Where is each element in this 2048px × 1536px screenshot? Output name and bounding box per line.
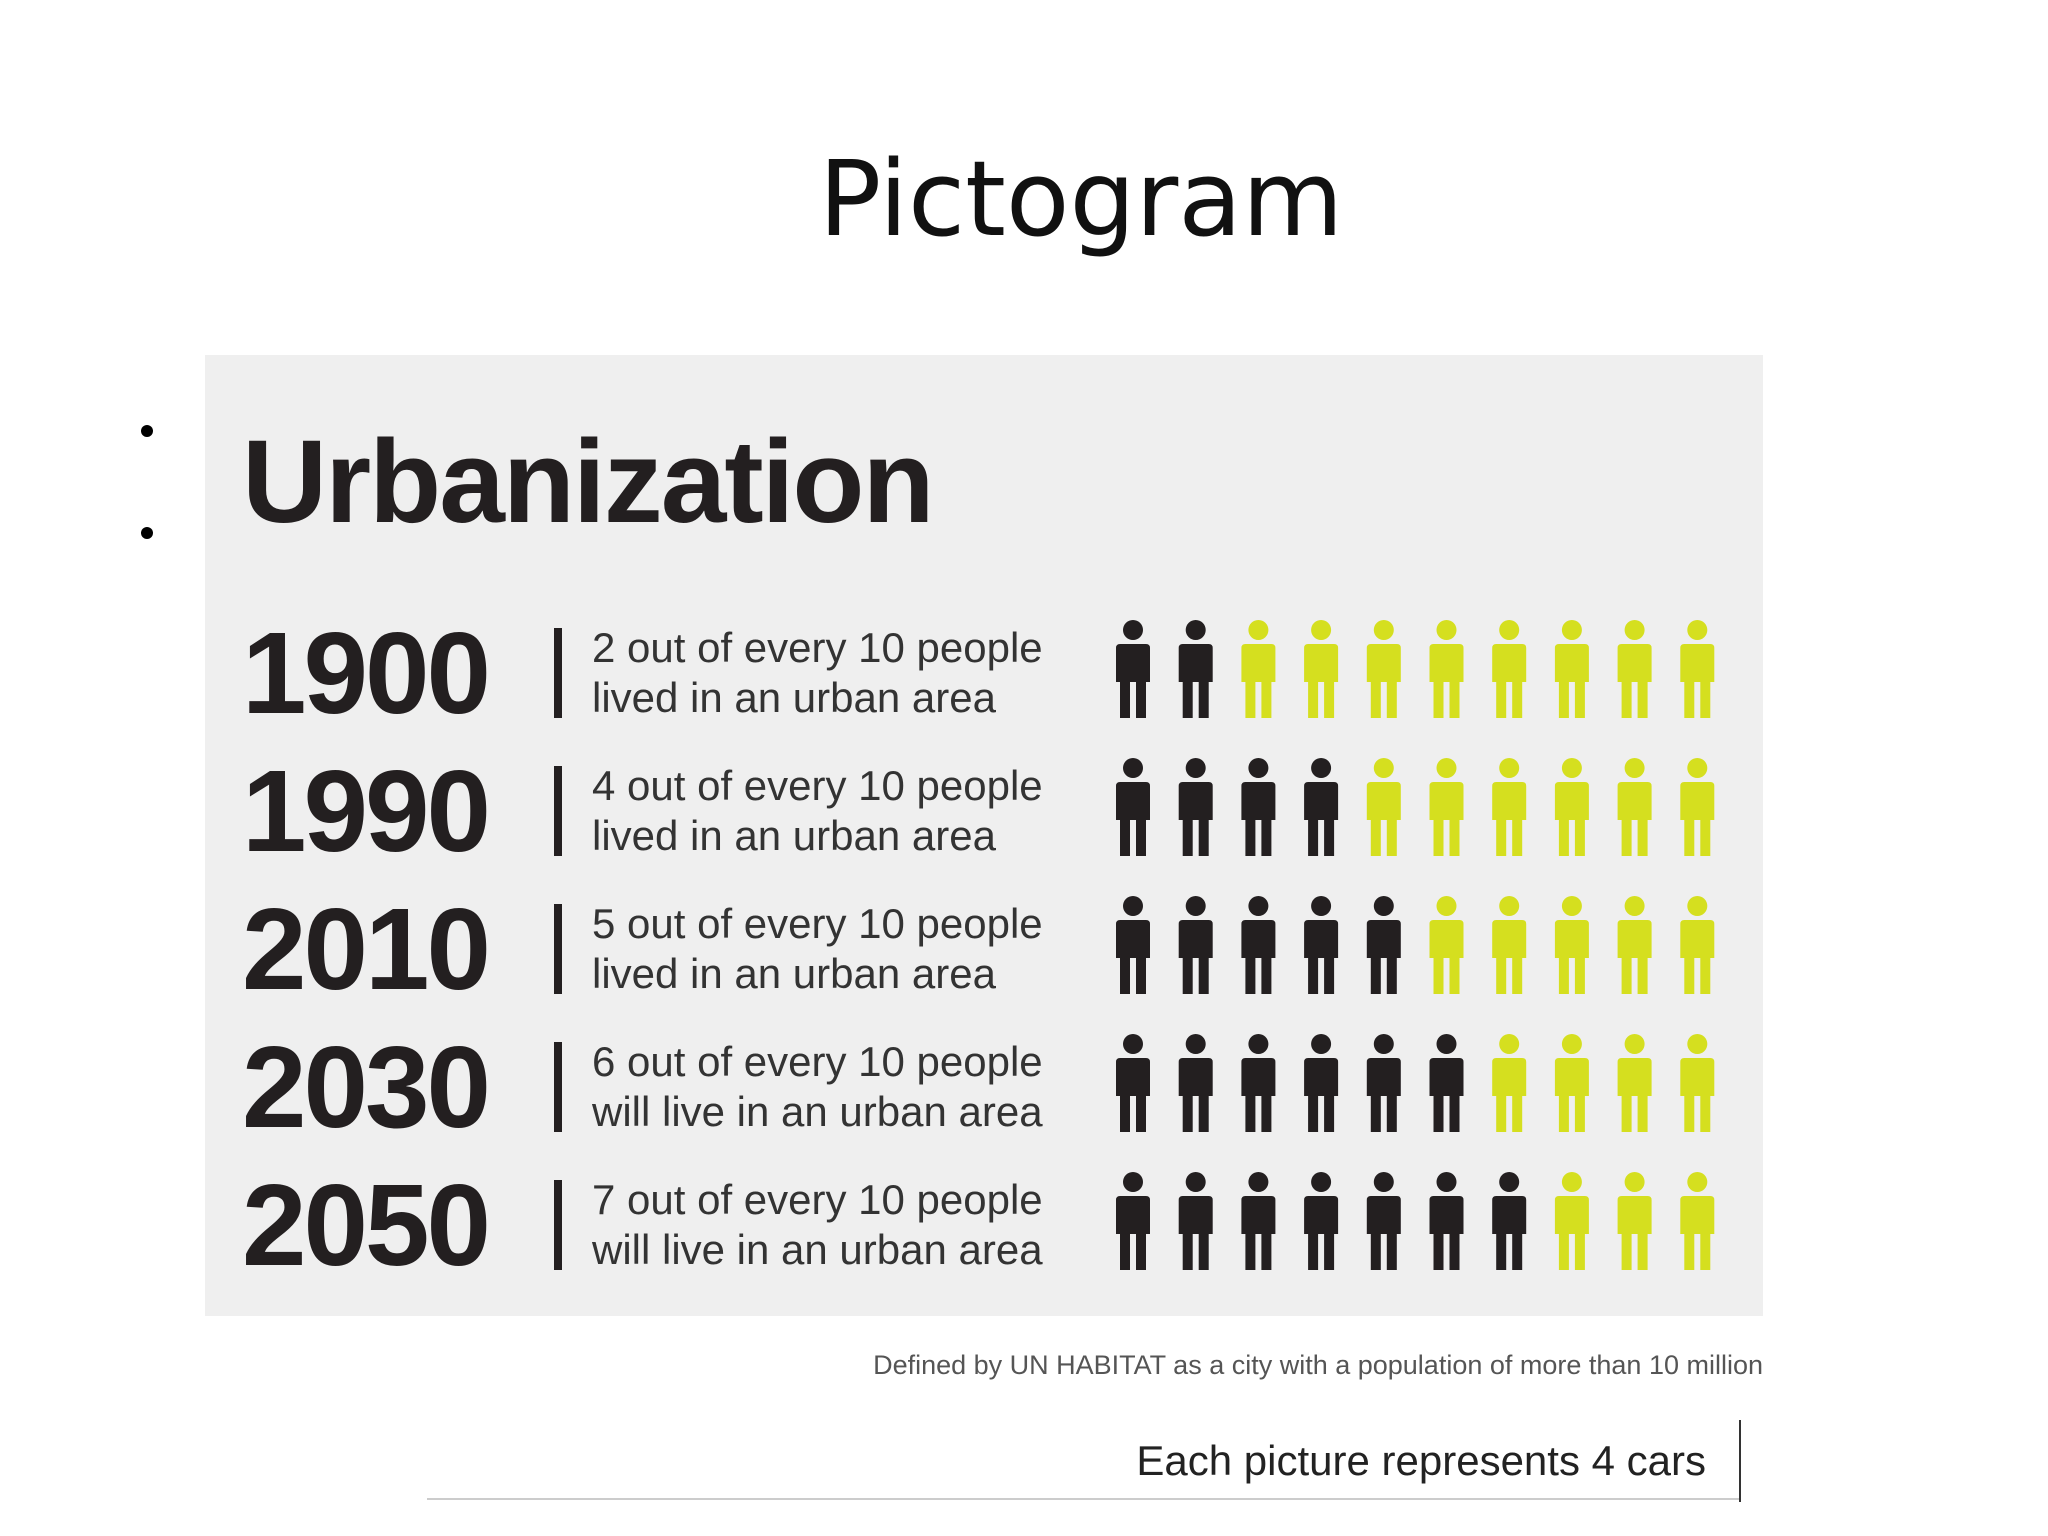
rural-icon xyxy=(1617,758,1652,856)
rural-icon xyxy=(1429,896,1464,994)
rural-icon xyxy=(1366,620,1401,718)
rural-icon xyxy=(1429,620,1464,718)
description: lived in an urban area xyxy=(592,950,997,997)
rural-icon xyxy=(1680,1034,1715,1132)
rural-icon xyxy=(1554,620,1589,718)
description: lived in an urban area xyxy=(592,674,997,721)
rural-icon xyxy=(1492,1034,1527,1132)
rural-icon xyxy=(1680,896,1715,994)
separator xyxy=(554,1042,562,1132)
rural-icon xyxy=(1492,896,1527,994)
separator xyxy=(554,628,562,718)
rural-icon xyxy=(1617,1034,1652,1132)
rural-icon xyxy=(1554,758,1589,856)
footnote: Defined by UN HABITAT as a city with a p… xyxy=(873,1350,1763,1380)
legend-note: Each picture represents 4 cars xyxy=(1136,1437,1706,1484)
rural-icon xyxy=(1554,1172,1589,1270)
urban-icon xyxy=(1304,758,1339,856)
urban-icon xyxy=(1178,896,1213,994)
rural-icon xyxy=(1680,1172,1715,1270)
bullet xyxy=(141,527,153,539)
urban-icon xyxy=(1304,896,1339,994)
rural-icon xyxy=(1617,896,1652,994)
rural-icon xyxy=(1554,1034,1589,1132)
rural-icon xyxy=(1304,620,1339,718)
description: will live in an urban area xyxy=(591,1088,1043,1135)
urban-icon xyxy=(1429,1172,1464,1270)
bullet xyxy=(141,425,153,437)
urban-icon xyxy=(1178,758,1213,856)
urban-icon xyxy=(1116,1172,1150,1270)
urban-icon xyxy=(1241,758,1276,856)
rural-icon xyxy=(1617,1172,1652,1270)
description: 5 out of every 10 people xyxy=(592,900,1043,947)
urban-icon xyxy=(1366,1034,1401,1132)
rural-icon xyxy=(1241,620,1276,718)
rural-icon xyxy=(1617,620,1652,718)
description: 4 out of every 10 people xyxy=(592,762,1043,809)
urban-icon xyxy=(1304,1172,1339,1270)
urban-icon xyxy=(1116,758,1150,856)
year-label: 1900 xyxy=(242,608,488,738)
rural-icon xyxy=(1680,758,1715,856)
rural-icon xyxy=(1366,758,1401,856)
slide-title: Pictogram xyxy=(819,138,1344,260)
rural-icon xyxy=(1680,620,1715,718)
urban-icon xyxy=(1366,1172,1401,1270)
urban-icon xyxy=(1116,1034,1150,1132)
year-label: 2050 xyxy=(242,1160,488,1290)
urban-icon xyxy=(1116,896,1150,994)
chart-title: Urbanization xyxy=(242,416,933,548)
description: will live in an urban area xyxy=(591,1226,1043,1273)
urban-icon xyxy=(1178,1172,1213,1270)
rural-icon xyxy=(1492,620,1527,718)
urban-icon xyxy=(1304,1034,1339,1132)
urban-icon xyxy=(1116,620,1150,718)
rural-icon xyxy=(1429,758,1464,856)
urban-icon xyxy=(1429,1034,1464,1132)
separator xyxy=(554,1180,562,1270)
rural-icon xyxy=(1554,896,1589,994)
urban-icon xyxy=(1241,896,1276,994)
urban-icon xyxy=(1366,896,1401,994)
urban-icon xyxy=(1178,620,1213,718)
rural-icon xyxy=(1492,758,1527,856)
urban-icon xyxy=(1492,1172,1527,1270)
year-label: 2030 xyxy=(242,1022,488,1152)
year-label: 1990 xyxy=(242,746,488,876)
year-label: 2010 xyxy=(242,884,488,1014)
description: 2 out of every 10 people xyxy=(592,624,1043,671)
urban-icon xyxy=(1241,1172,1276,1270)
description: lived in an urban area xyxy=(592,812,997,859)
description: 6 out of every 10 people xyxy=(592,1038,1043,1085)
urban-icon xyxy=(1241,1034,1276,1132)
description: 7 out of every 10 people xyxy=(592,1176,1043,1223)
urban-icon xyxy=(1178,1034,1213,1132)
separator xyxy=(554,766,562,856)
separator xyxy=(554,904,562,994)
